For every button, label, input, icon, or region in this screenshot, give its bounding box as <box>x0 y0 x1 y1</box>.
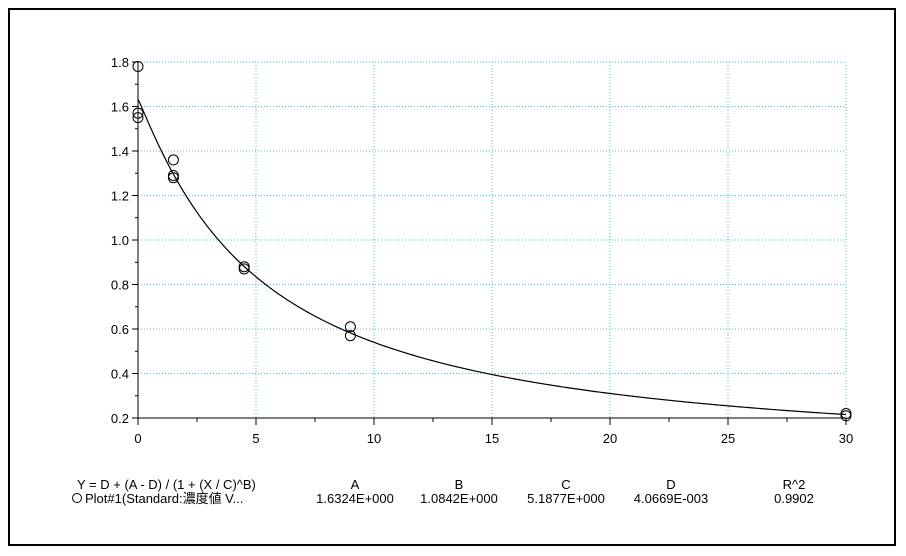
param-header-a: A <box>351 477 360 492</box>
y-tick-label: 0.4 <box>111 367 129 382</box>
param-value-a: 1.6324E+000 <box>316 491 394 506</box>
legend-marker-icon <box>72 493 82 503</box>
legend-label: Plot#1(Standard:濃度値 V... <box>85 491 244 506</box>
y-tick-label: 1.2 <box>111 189 129 204</box>
param-value-d: 4.0669E-003 <box>634 491 708 506</box>
x-tick-label: 25 <box>721 431 735 446</box>
y-tick-label: 0.8 <box>111 278 129 293</box>
axes <box>132 61 847 425</box>
param-header-c: C <box>561 477 570 492</box>
data-point <box>238 263 250 275</box>
y-tick-label: 1.4 <box>111 144 129 159</box>
data-point <box>167 172 179 184</box>
y-tick-label: 0.2 <box>111 411 129 426</box>
data-point <box>132 107 144 119</box>
param-header-d: D <box>666 477 675 492</box>
grid-lines <box>137 61 847 419</box>
data-point <box>167 154 179 166</box>
x-tick-label: 0 <box>134 431 141 446</box>
param-value-c: 5.1877E+000 <box>527 491 605 506</box>
data-point <box>132 60 144 72</box>
x-tick-label: 30 <box>839 431 853 446</box>
x-tick-label: 5 <box>252 431 259 446</box>
param-header-b: B <box>455 477 464 492</box>
chart-frame <box>8 8 896 546</box>
x-tick-label: 15 <box>485 431 499 446</box>
y-tick-label: 1.0 <box>111 233 129 248</box>
y-tick-label: 1.6 <box>111 100 129 115</box>
data-point <box>132 112 144 124</box>
y-tick-label: 1.8 <box>111 55 129 70</box>
x-tick-label: 10 <box>367 431 381 446</box>
param-value-b: 1.0842E+000 <box>420 491 498 506</box>
data-point <box>344 330 356 342</box>
data-points <box>132 60 852 422</box>
param-header-r2: R^2 <box>783 477 806 492</box>
tick-labels: 0.2 0.4 0.6 0.8 1.0 1.2 1.4 1.6 1.8 0 5 10 15 20 25 30 <box>111 55 853 446</box>
param-value-r2: 0.9902 <box>774 491 814 506</box>
x-tick-label: 20 <box>603 431 617 446</box>
data-point <box>840 410 852 422</box>
data-point <box>167 169 179 181</box>
fit-equation: Y = D + (A - D) / (1 + (X / C)^B) <box>77 477 256 492</box>
y-tick-label: 0.6 <box>111 322 129 337</box>
fit-curve <box>137 99 847 416</box>
data-point <box>344 321 356 333</box>
